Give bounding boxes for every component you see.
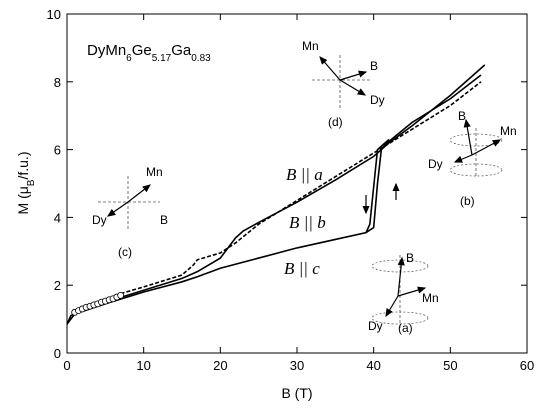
x-tick-label: 40 (366, 358, 380, 373)
y-tick-label: 2 (54, 278, 61, 293)
y-tick-label: 0 (54, 346, 61, 361)
text-part: B (26, 179, 37, 186)
inset-text: Dy (428, 157, 443, 171)
y-tick-label: 6 (54, 143, 61, 158)
text-part: 0.83 (191, 53, 211, 64)
y-tick-label: 10 (47, 7, 61, 22)
y-tick-label: 8 (54, 75, 61, 90)
curve (365, 138, 390, 233)
text-part: Ge (132, 42, 152, 59)
inset-a: B Mn Dy (a) (368, 251, 439, 335)
text-part: 6 (126, 53, 132, 64)
curve (66, 64, 486, 325)
hysteresis-arrows (362, 182, 400, 215)
inset-label: (b) (460, 194, 475, 208)
annotation: B || a (286, 165, 323, 184)
inset-b: B Mn Dy (b) (428, 109, 517, 208)
inset-text: Mn (422, 291, 439, 305)
x-tick-label: 60 (520, 358, 534, 373)
text-part: Ga (171, 42, 192, 59)
x-tick-label: 20 (213, 358, 227, 373)
inset-text: Dy (370, 93, 385, 107)
inset-c: Mn Dy B (c) (92, 165, 168, 259)
chart-title: DyMn6Ge5.17Ga0.83 (87, 42, 211, 64)
curve (120, 81, 482, 295)
annotation: B || b (289, 213, 326, 232)
text-part: DyMn (87, 42, 126, 59)
inset-text: B (160, 213, 168, 227)
x-tick-label: 30 (290, 358, 304, 373)
inset-text: Mn (302, 39, 319, 53)
y-tick-label: 4 (54, 210, 61, 225)
text-part: 5.17 (152, 53, 172, 64)
text-part: /f.u.) (15, 152, 31, 180)
inset-text: Mn (500, 124, 517, 138)
inset-text: B (370, 59, 378, 73)
inset-d: Mn B Dy (d) (302, 39, 385, 129)
annotation: B || c (284, 259, 320, 278)
inset-text: Dy (92, 213, 107, 227)
inset-text: B (458, 109, 466, 123)
text-part: M (μ (15, 186, 31, 214)
y-axis-label: M (μB/f.u.) (15, 152, 37, 215)
inset-text: Mn (146, 165, 163, 179)
x-tick-label: 50 (443, 358, 457, 373)
x-tick-label: 10 (136, 358, 150, 373)
inset-label: (a) (398, 321, 413, 335)
x-axis-label: B (T) (281, 385, 312, 401)
curve (66, 74, 482, 325)
inset-text: Dy (368, 319, 383, 333)
x-tick-label: 0 (63, 358, 70, 373)
data-point (117, 291, 125, 299)
inset-label: (c) (118, 245, 132, 259)
inset-label: (d) (328, 115, 343, 129)
inset-text: B (406, 251, 414, 265)
